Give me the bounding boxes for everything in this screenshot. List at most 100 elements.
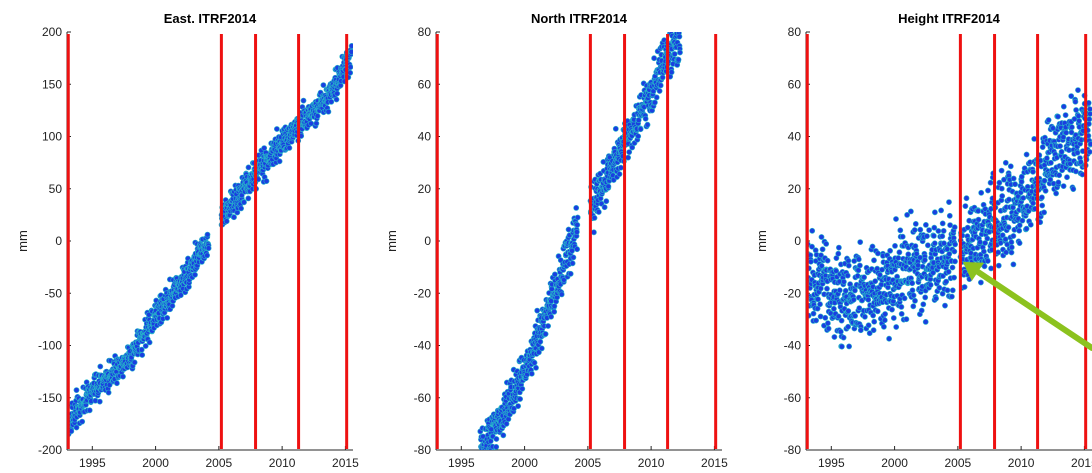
data-point bbox=[1010, 261, 1017, 268]
data-point bbox=[1002, 159, 1009, 166]
data-point bbox=[940, 227, 947, 234]
data-point bbox=[809, 227, 816, 234]
data-point bbox=[942, 302, 948, 309]
data-point bbox=[998, 167, 1005, 174]
data-point bbox=[612, 125, 619, 132]
data-point bbox=[931, 232, 937, 239]
data-point bbox=[164, 314, 171, 321]
data-point bbox=[1027, 221, 1034, 228]
data-point bbox=[932, 209, 938, 216]
data-point bbox=[1030, 200, 1036, 207]
data-point bbox=[542, 331, 549, 337]
data-point bbox=[625, 154, 631, 161]
data-point bbox=[347, 64, 353, 70]
data-point bbox=[903, 316, 910, 323]
data-point bbox=[946, 199, 952, 205]
data-point bbox=[901, 295, 908, 302]
data-point bbox=[600, 158, 607, 165]
data-point bbox=[874, 308, 881, 315]
data-point bbox=[975, 208, 982, 214]
data-point bbox=[911, 227, 918, 233]
data-point bbox=[1063, 129, 1070, 136]
data-point bbox=[892, 242, 898, 249]
data-point bbox=[813, 317, 819, 324]
y-tick-label: 40 bbox=[788, 130, 802, 144]
data-point bbox=[528, 370, 535, 377]
data-point bbox=[1010, 233, 1017, 239]
data-point bbox=[1008, 249, 1015, 256]
x-tick-label: 1995 bbox=[79, 456, 106, 470]
data-point bbox=[537, 338, 544, 345]
data-point bbox=[825, 320, 831, 327]
data-point bbox=[822, 314, 829, 321]
data-point bbox=[567, 270, 574, 277]
data-point bbox=[882, 311, 888, 317]
data-point bbox=[995, 249, 1002, 256]
data-point bbox=[1067, 160, 1074, 167]
data-point bbox=[558, 291, 565, 298]
data-point bbox=[895, 255, 902, 261]
data-point bbox=[1075, 113, 1082, 119]
data-point bbox=[325, 108, 332, 115]
data-point bbox=[861, 274, 867, 281]
data-point bbox=[951, 248, 958, 255]
data-point bbox=[838, 317, 845, 324]
data-point bbox=[591, 214, 598, 221]
data-point bbox=[869, 243, 876, 250]
data-point bbox=[924, 233, 930, 239]
data-point bbox=[1019, 217, 1026, 224]
x-tick-label: 2005 bbox=[206, 456, 233, 470]
data-point bbox=[835, 313, 842, 320]
y-tick-label: 20 bbox=[418, 182, 432, 196]
data-point bbox=[314, 113, 321, 119]
data-point bbox=[944, 287, 951, 294]
data-point bbox=[862, 313, 868, 320]
data-point bbox=[480, 451, 485, 456]
data-point bbox=[656, 88, 663, 94]
data-point bbox=[223, 218, 230, 225]
x-tick-label: 2000 bbox=[142, 456, 169, 470]
data-point bbox=[963, 195, 970, 202]
chart-panel: -200 -150 -100 -50 0 50 100 150 200 1995 2000 2005 2… bbox=[15, 11, 359, 470]
data-point bbox=[519, 385, 526, 392]
data-point bbox=[1058, 148, 1065, 155]
data-point bbox=[922, 257, 928, 263]
data-point bbox=[603, 198, 610, 205]
data-point bbox=[845, 262, 852, 269]
data-point bbox=[949, 264, 956, 271]
data-point bbox=[1055, 179, 1062, 186]
data-point bbox=[1016, 227, 1023, 234]
data-point bbox=[491, 449, 496, 450]
data-point bbox=[930, 269, 936, 276]
data-point bbox=[79, 418, 86, 425]
data-point bbox=[1045, 117, 1052, 123]
data-point bbox=[1039, 194, 1045, 201]
data-point bbox=[1016, 222, 1023, 229]
data-point bbox=[245, 195, 252, 202]
data-point bbox=[1023, 225, 1030, 232]
data-point bbox=[933, 295, 939, 302]
x-tick-label: 2010 bbox=[269, 456, 296, 470]
data-point bbox=[1053, 190, 1059, 197]
y-tick-label: 50 bbox=[49, 182, 63, 196]
data-point bbox=[809, 243, 815, 250]
x-tick-label: 2010 bbox=[638, 456, 665, 470]
plot-area bbox=[806, 87, 1092, 350]
data-point bbox=[1064, 174, 1070, 181]
arrow-shaft bbox=[974, 268, 1092, 351]
data-point bbox=[668, 69, 675, 76]
data-point bbox=[978, 189, 985, 196]
data-point bbox=[348, 49, 353, 55]
data-point bbox=[320, 82, 327, 88]
data-point bbox=[926, 227, 932, 233]
y-axis-label: mm bbox=[754, 230, 769, 252]
data-point bbox=[657, 82, 664, 89]
data-point bbox=[591, 229, 597, 236]
data-point bbox=[931, 224, 938, 231]
data-point bbox=[192, 271, 198, 278]
data-point bbox=[855, 256, 862, 263]
data-point bbox=[835, 250, 842, 257]
data-point bbox=[1070, 186, 1077, 192]
data-point bbox=[629, 144, 636, 151]
data-point bbox=[677, 49, 683, 56]
